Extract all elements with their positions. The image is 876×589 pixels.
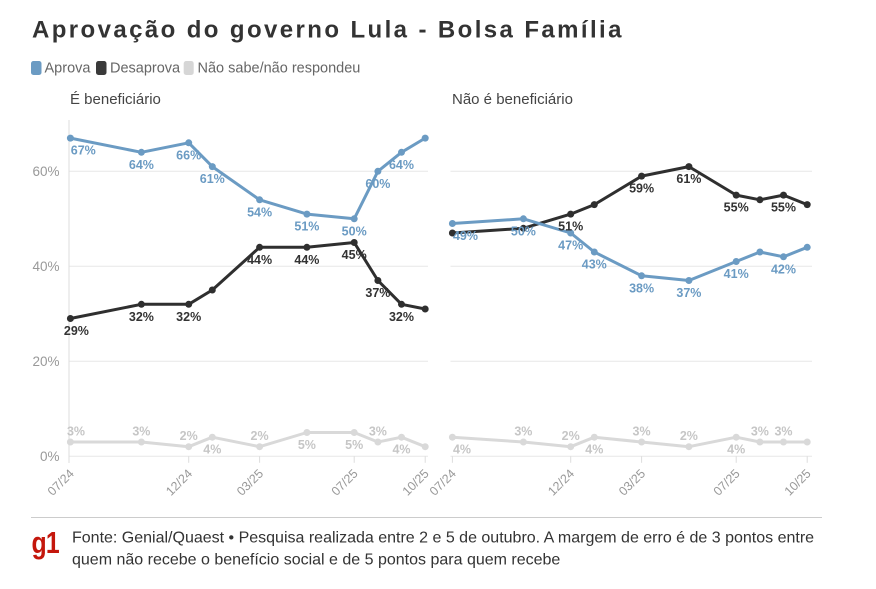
svg-text:45%: 45%	[342, 248, 367, 262]
svg-text:03/25: 03/25	[616, 466, 648, 498]
svg-text:51%: 51%	[294, 220, 319, 234]
svg-text:g1: g1	[32, 525, 60, 559]
svg-text:5%: 5%	[345, 438, 363, 452]
svg-text:2%: 2%	[562, 429, 580, 443]
svg-text:2%: 2%	[680, 429, 698, 443]
svg-text:Aprovação do governo Lula - Bo: Aprovação do governo Lula - Bolsa Famíli…	[32, 17, 624, 44]
svg-text:55%: 55%	[771, 201, 796, 215]
svg-text:60%: 60%	[365, 177, 390, 191]
svg-text:41%: 41%	[724, 267, 749, 281]
svg-text:3%: 3%	[67, 425, 85, 439]
svg-text:3%: 3%	[774, 425, 792, 439]
svg-text:64%: 64%	[389, 158, 414, 172]
svg-text:32%: 32%	[129, 310, 154, 324]
svg-text:0%: 0%	[40, 449, 60, 464]
svg-text:03/25: 03/25	[234, 466, 266, 498]
svg-text:42%: 42%	[771, 262, 796, 276]
svg-text:07/25: 07/25	[711, 466, 743, 498]
svg-text:3%: 3%	[132, 425, 150, 439]
svg-text:4%: 4%	[727, 443, 745, 457]
svg-text:3%: 3%	[751, 425, 769, 439]
svg-text:3%: 3%	[369, 425, 387, 439]
svg-text:38%: 38%	[629, 281, 654, 295]
svg-text:29%: 29%	[64, 324, 89, 338]
svg-text:2%: 2%	[180, 429, 198, 443]
svg-text:50%: 50%	[342, 224, 367, 238]
svg-text:quem não recebe o benefício so: quem não recebe o benefício social e de …	[72, 552, 560, 569]
svg-text:37%: 37%	[676, 286, 701, 300]
svg-text:3%: 3%	[633, 425, 651, 439]
svg-text:10/25: 10/25	[400, 466, 432, 498]
svg-text:Desaprova: Desaprova	[110, 61, 181, 77]
svg-text:40%: 40%	[32, 259, 59, 274]
svg-text:Aprova: Aprova	[45, 61, 92, 77]
svg-text:É beneficiário: É beneficiário	[70, 91, 161, 108]
svg-text:44%: 44%	[247, 253, 272, 267]
svg-text:4%: 4%	[453, 443, 471, 457]
svg-text:50%: 50%	[511, 224, 536, 238]
svg-text:44%: 44%	[294, 253, 319, 267]
svg-text:4%: 4%	[203, 443, 221, 457]
svg-text:54%: 54%	[247, 205, 272, 219]
svg-text:Não é beneficiário: Não é beneficiário	[452, 91, 573, 108]
svg-text:10/25: 10/25	[782, 466, 814, 498]
svg-text:32%: 32%	[389, 310, 414, 324]
svg-text:47%: 47%	[558, 239, 583, 253]
svg-text:67%: 67%	[71, 144, 96, 158]
svg-text:59%: 59%	[629, 182, 654, 196]
svg-text:2%: 2%	[251, 429, 269, 443]
svg-text:49%: 49%	[453, 229, 478, 243]
svg-text:4%: 4%	[392, 443, 410, 457]
svg-text:5%: 5%	[298, 438, 316, 452]
svg-text:07/25: 07/25	[329, 466, 361, 498]
svg-text:07/24: 07/24	[45, 466, 77, 498]
svg-text:55%: 55%	[724, 201, 749, 215]
svg-text:60%: 60%	[32, 164, 59, 179]
svg-text:4%: 4%	[585, 443, 603, 457]
svg-text:61%: 61%	[676, 172, 701, 186]
svg-text:12/24: 12/24	[163, 466, 195, 498]
svg-text:Não sabe/não respondeu: Não sabe/não respondeu	[198, 61, 361, 77]
svg-text:51%: 51%	[558, 220, 583, 234]
svg-text:64%: 64%	[129, 158, 154, 172]
svg-text:12/24: 12/24	[545, 466, 577, 498]
svg-text:66%: 66%	[176, 148, 201, 162]
svg-text:3%: 3%	[514, 425, 532, 439]
svg-text:Fonte: Genial/Quaest • Pesquis: Fonte: Genial/Quaest • Pesquisa realizad…	[72, 530, 814, 547]
svg-text:07/24: 07/24	[427, 466, 459, 498]
svg-text:37%: 37%	[365, 286, 390, 300]
svg-text:20%: 20%	[32, 354, 59, 369]
svg-text:43%: 43%	[582, 258, 607, 272]
svg-text:61%: 61%	[200, 172, 225, 186]
svg-text:32%: 32%	[176, 310, 201, 324]
